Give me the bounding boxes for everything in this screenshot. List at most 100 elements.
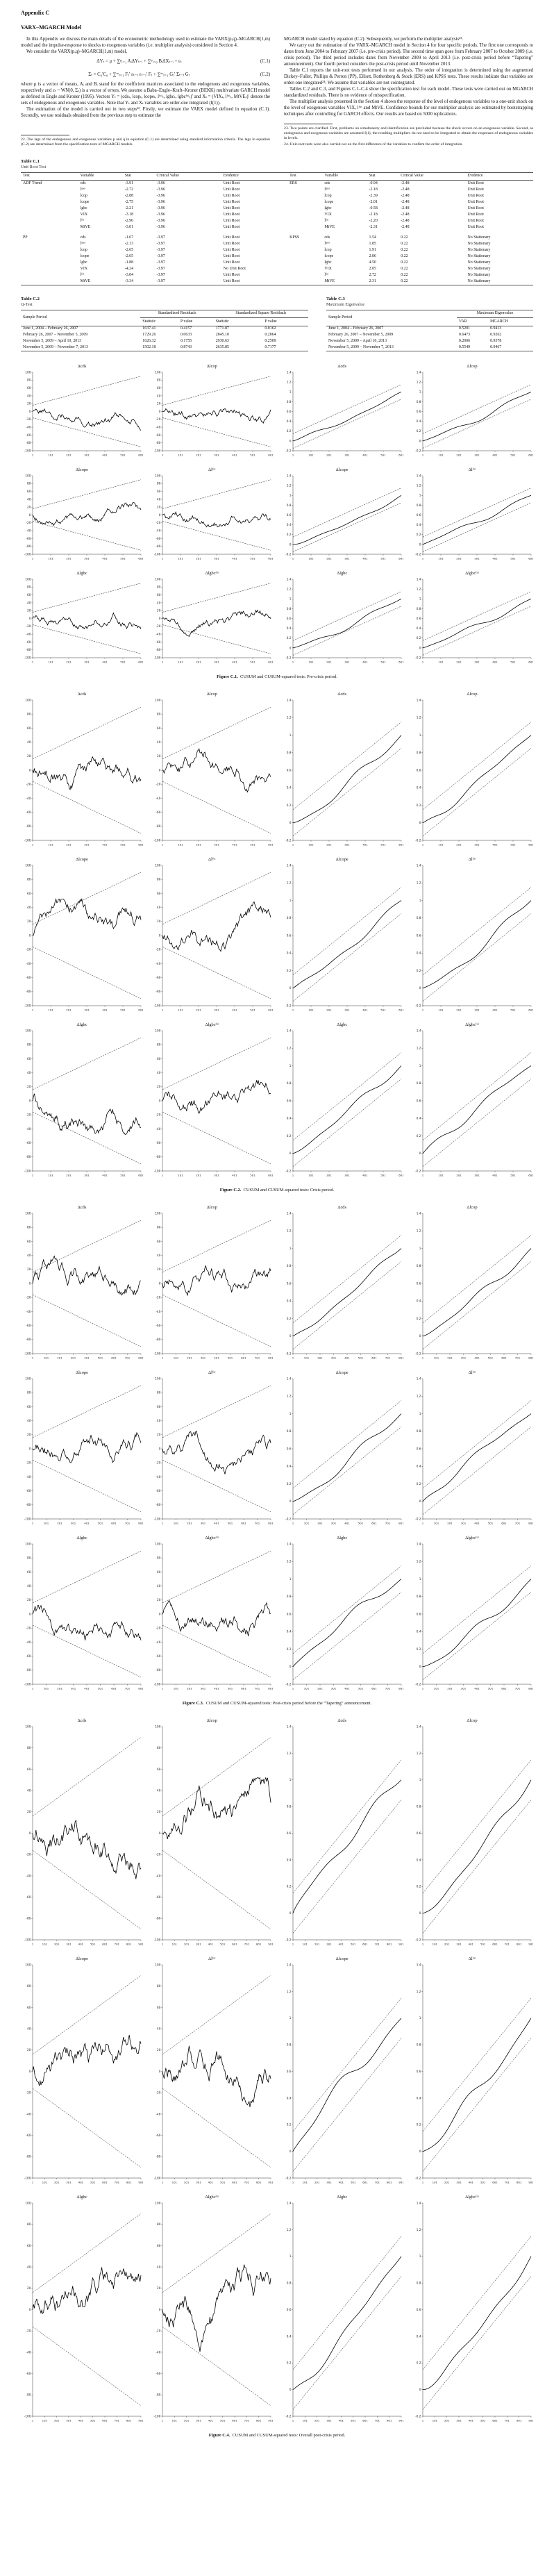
y-tick-label: -40	[26, 529, 31, 533]
y-tick-label: -40	[156, 2113, 161, 2116]
y-tick-label: -60	[156, 1654, 161, 1658]
unit-root-table: Test Variable Stat Critical Value Evidence Te…	[21, 172, 533, 285]
y-tick-label: 1.4	[417, 371, 421, 374]
x-tick-label: 401	[362, 454, 368, 457]
lower-bound-line	[32, 1460, 142, 1513]
figure-caption: Figure C.2. CUSUM and CUSUM-squared test…	[21, 1188, 533, 1193]
x-tick-label: 201	[54, 2419, 60, 2423]
y-tick-label: -100	[154, 2177, 161, 2180]
upper-bound-line	[422, 591, 532, 641]
x-tick-label: 401	[233, 660, 238, 664]
cusumsq-chart: 1.41.210.80.60.40.20-0.21 101 201 301 401 501…	[285, 371, 403, 457]
table-title: Unit Root Test	[21, 164, 47, 169]
value-cell: 2.05	[369, 266, 376, 271]
y-tick-label: 0.4	[417, 1117, 421, 1120]
test-name-cell	[287, 199, 322, 206]
cusumsq-line	[422, 1579, 532, 1668]
y-tick-label: 80	[27, 482, 31, 485]
value-cell: -2.88	[124, 193, 134, 198]
y-tick-label: -60	[26, 976, 31, 979]
test-name-cell	[287, 206, 322, 212]
y-tick-label: -80	[156, 2155, 161, 2159]
y-tick-label: -0.2	[415, 553, 421, 556]
x-tick-label: 601	[138, 1008, 143, 1012]
value-cell: -0.94	[369, 181, 378, 185]
cusum-panel: Δlcop 100 80 60 40 20 0 -20 -40 -60 -80 -100 1 101 201…	[151, 692, 273, 847]
y-tick-label: 1	[419, 597, 421, 601]
y-tick-label: 20	[27, 1434, 31, 1437]
x-tick-label: 601	[398, 557, 403, 560]
y-tick-label: 0.6	[286, 1831, 291, 1835]
y-tick-label: -20	[26, 2329, 31, 2333]
x-tick-label: 201	[456, 1008, 462, 1012]
x-tick-label: 201	[314, 2419, 320, 2423]
lower-bound-line	[292, 1427, 401, 1515]
y-tick-label: 0	[159, 1099, 161, 1103]
x-tick-label: 801	[528, 1356, 533, 1360]
y-tick-label: 0.6	[417, 617, 421, 620]
y-tick-label: 1	[289, 2017, 291, 2020]
chart-title: Δlcop	[467, 364, 478, 369]
y-tick-label: -0.2	[285, 656, 292, 660]
x-tick-label: 101	[178, 1174, 184, 1177]
figure-row: Δlgbc 100 80 60 40 20 0 -20 -40 -60 -80 -100 1 101 201…	[21, 571, 533, 664]
y-tick-label: 0.6	[417, 934, 421, 938]
y-tick-label: 0	[29, 1613, 31, 1616]
y-tick-label: -40	[156, 1310, 161, 1313]
y-tick-label: -80	[156, 442, 161, 445]
y-tick-label: 1.4	[286, 699, 291, 702]
y-tick-label: 1	[289, 1779, 291, 1782]
y-tick-label: -20	[26, 1461, 31, 1465]
chart-title: Δlᶠᵘᵗ	[208, 467, 216, 473]
cusum-panel: Δlcope 100 80 60 40 20 0 -20 -40 -60 -80 -100 1 101 20…	[21, 467, 143, 560]
lower-bound-line	[292, 2038, 401, 2172]
y-tick-label: 1	[289, 899, 291, 902]
cusumsq-panel: Δlcop 1.4 1.2 1 0.8 0.6 0.4 0.2 0 -0.2 1 101 201 301 4…	[411, 1718, 533, 1946]
cusumsq-panel: Δlgbc 1.4 1.2 1 0.8 0.6 0.4 0.2 0 -0.2 1 101 201 301 4…	[281, 1536, 403, 1690]
cusumsq-panel: Δlgbcᶠᵘᵗ 1.4 1.2 1 0.8 0.6 0.4 0.2 0 -0.2 1 101 201 3…	[411, 571, 533, 664]
y-tick-label: 1.2	[286, 1752, 291, 1755]
x-tick-label: 201	[66, 660, 72, 664]
y-tick-label: 0.4	[286, 420, 291, 424]
y-tick-label: -80	[156, 649, 161, 652]
y-tick-label: -0.2	[415, 1683, 421, 1686]
test-name-cell: ADF Trend	[23, 181, 42, 185]
column-header: MGARCH	[488, 317, 533, 326]
x-tick-label: 201	[317, 1522, 323, 1525]
chart-title: Δlgbcᶠᵘᵗ	[205, 1536, 219, 1541]
upper-bound-line	[292, 591, 401, 641]
value-cell: 1729.26	[142, 333, 156, 338]
y-tick-label: 0	[159, 1447, 161, 1451]
y-tick-label: 0	[419, 543, 421, 547]
value-cell: MtVE	[324, 224, 335, 229]
y-tick-label: -80	[156, 1917, 161, 1920]
y-tick-label: 80	[157, 1391, 161, 1395]
x-tick-label: 1	[162, 2419, 164, 2423]
y-tick-label: 60	[27, 726, 31, 730]
x-tick-label: 101	[308, 557, 314, 560]
x-tick-label: 301	[84, 1008, 90, 1012]
value-cell: lgbc	[324, 206, 332, 210]
y-tick-label: 20	[157, 2049, 161, 2052]
x-tick-label: 101	[42, 2181, 48, 2184]
value-cell: -2.65	[124, 254, 134, 258]
cusum-panel: Δlᶠᵘᵗ 100 80 60 40 20 0 -20 -40 -60 -80 -100 1 101 201…	[151, 857, 273, 1012]
cusum-line	[32, 1094, 141, 1136]
cusumsq-panel: Δcds 1.4 1.2 1 0.8 0.6 0.4 0.2 0 -0.2 1 101 201 301 40…	[281, 364, 403, 457]
y-tick-label: 1.2	[417, 588, 421, 591]
y-tick-label: -40	[156, 1475, 161, 1479]
y-tick-label: -0.2	[285, 1683, 292, 1686]
x-tick-label: 801	[398, 1356, 403, 1360]
chart-title: Δlcope	[335, 857, 349, 863]
paragraph: We consider the VARX(p,q)–MGARCH(1,m) mo…	[26, 49, 128, 54]
cusum-line	[32, 898, 142, 936]
value-cell: -3.97	[156, 279, 165, 283]
y-tick-label: 100	[25, 578, 31, 581]
test-name-cell	[21, 193, 78, 199]
x-tick-label: 601	[242, 1356, 247, 1360]
upper-bound-line	[422, 488, 532, 538]
y-tick-label: -20	[26, 1627, 31, 1630]
y-tick-label: 60	[157, 1570, 161, 1574]
x-tick-label: 101	[172, 1943, 178, 1946]
